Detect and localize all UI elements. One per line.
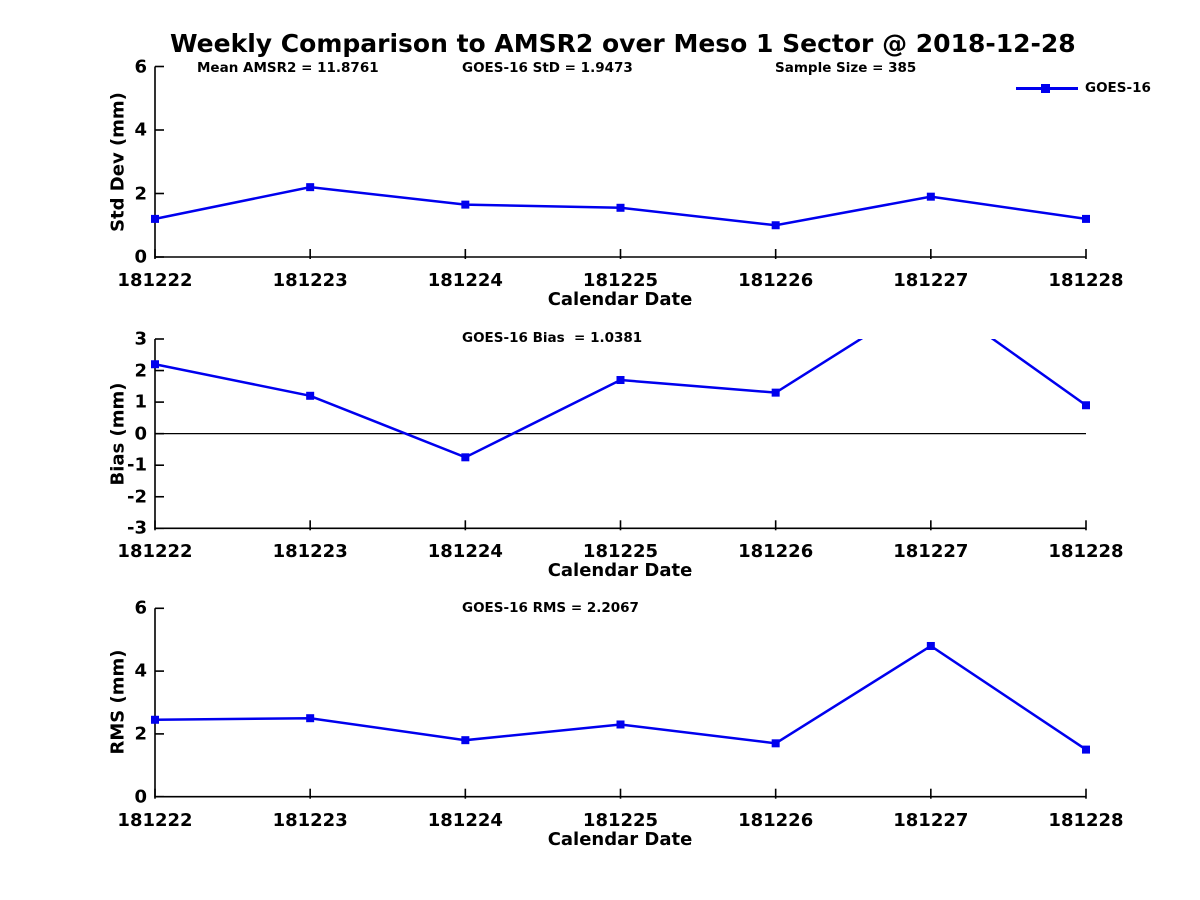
- data-point-marker: [1082, 401, 1090, 410]
- y-tick-label: 1: [134, 391, 147, 413]
- x-tick-label: 181228: [1048, 270, 1124, 291]
- stddev-x-axis-label: Calendar Date: [547, 289, 693, 310]
- data-point-marker: [151, 214, 159, 223]
- y-tick-label: 2: [134, 723, 147, 745]
- data-point-marker: [616, 720, 625, 729]
- x-tick-label: 181224: [427, 541, 503, 563]
- x-tick-label: 181225: [582, 809, 659, 831]
- x-tick-label: 181222: [117, 541, 193, 563]
- x-tick-label: 181224: [427, 809, 503, 831]
- y-tick-label: 4: [134, 119, 147, 141]
- x-tick-label: 181228: [1048, 541, 1124, 563]
- data-point-marker: [306, 714, 315, 723]
- data-point-marker: [306, 183, 315, 192]
- x-tick-label: 181225: [582, 541, 659, 563]
- x-tick-label: 181226: [738, 270, 814, 291]
- y-tick-label: -1: [127, 454, 147, 476]
- data-point-marker: [926, 641, 935, 650]
- rms-x-axis-label: Calendar Date: [547, 829, 693, 850]
- x-tick-label: 181224: [427, 270, 503, 291]
- figure-title: Weekly Comparison to AMSR2 over Meso 1 S…: [170, 29, 1076, 58]
- y-tick-label: 6: [134, 597, 147, 619]
- data-point-marker: [461, 736, 470, 745]
- annotation-mean-amsr2: Mean AMSR2 = 11.8761: [197, 60, 379, 76]
- y-tick-label: 4: [134, 660, 147, 682]
- data-point-marker: [461, 453, 470, 462]
- y-tick-label: -3: [127, 517, 147, 539]
- annotation-sample-size: Sample Size = 385: [775, 60, 917, 76]
- data-point-marker: [616, 376, 625, 385]
- y-tick-label: 2: [134, 183, 147, 204]
- legend-label: GOES-16: [1085, 80, 1151, 96]
- y-tick-label: 6: [134, 56, 147, 77]
- data-point-marker: [151, 360, 159, 369]
- x-tick-label: 181222: [117, 809, 193, 831]
- annotation-goes16-std: GOES-16 StD = 1.9473: [462, 60, 633, 76]
- x-tick-label: 181227: [893, 541, 969, 563]
- data-point-marker: [306, 391, 315, 400]
- x-tick-label: 181227: [893, 809, 969, 831]
- y-tick-label: 2: [134, 360, 147, 382]
- data-point-marker: [616, 203, 625, 212]
- x-tick-label: 181226: [738, 541, 814, 563]
- axis-lines: [154, 66, 1086, 258]
- data-point-marker: [1082, 745, 1090, 754]
- x-tick-label: 181226: [738, 809, 814, 831]
- data-point-marker: [1082, 214, 1090, 223]
- bias-x-axis-label: Calendar Date: [547, 560, 693, 581]
- data-point-marker: [771, 388, 780, 397]
- x-tick-label: 181225: [582, 270, 659, 291]
- data-point-marker: [771, 221, 780, 230]
- data-point-marker: [771, 739, 780, 748]
- y-tick-label: 0: [134, 246, 147, 268]
- annotation-goes16-bias: GOES-16 Bias = 1.0381: [462, 330, 643, 346]
- x-tick-label: 181228: [1048, 809, 1124, 831]
- data-point-marker: [461, 200, 470, 209]
- stddev-y-axis-label: Std Dev (mm): [107, 92, 129, 232]
- subplot-rms: [151, 607, 1090, 799]
- legend-square-marker-icon: [1041, 84, 1050, 93]
- legend: GOES-16: [1015, 80, 1185, 97]
- subplot-bias: [151, 338, 1090, 531]
- y-tick-label: 0: [134, 423, 147, 445]
- x-tick-label: 181223: [272, 541, 348, 563]
- x-tick-label: 181227: [893, 270, 969, 291]
- annotation-goes16-rms: GOES-16 RMS = 2.2067: [462, 600, 639, 616]
- subplot-std-dev: [151, 65, 1090, 259]
- y-tick-label: 0: [134, 786, 147, 808]
- data-point-marker: [151, 715, 159, 724]
- axis-lines: [154, 608, 1086, 798]
- series-line-goes-16: [154, 644, 1087, 751]
- x-tick-label: 181223: [272, 809, 348, 831]
- data-point-marker: [926, 192, 935, 201]
- y-tick-label: -2: [127, 486, 147, 508]
- x-tick-label: 181223: [272, 270, 348, 291]
- x-tick-label: 181222: [117, 270, 193, 291]
- y-tick-label: 3: [134, 328, 147, 350]
